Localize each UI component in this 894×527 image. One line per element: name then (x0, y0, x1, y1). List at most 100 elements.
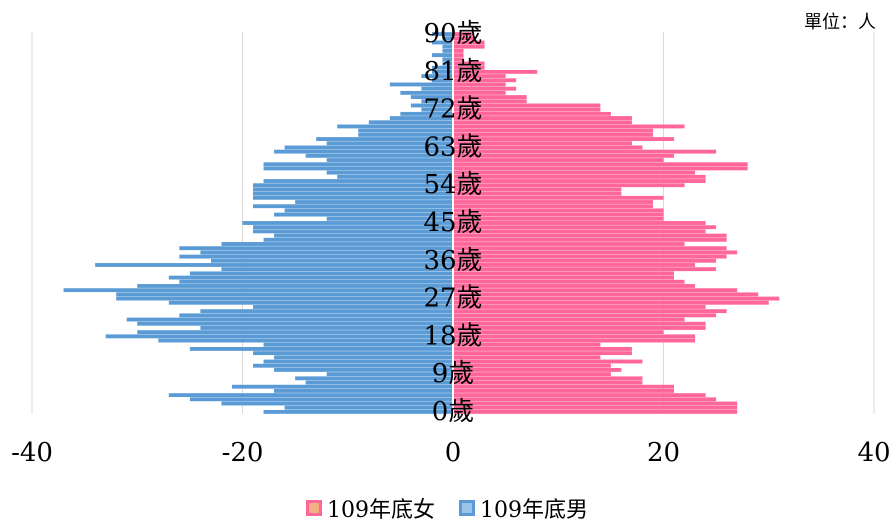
bar-male (263, 166, 453, 171)
bar-male (263, 179, 453, 183)
bar-male (179, 279, 453, 284)
bar-male (168, 275, 453, 280)
legend-swatch-male (459, 500, 475, 516)
bar-female (453, 65, 485, 70)
bar-female (453, 326, 706, 330)
bar-female (453, 275, 675, 280)
bar-male (431, 69, 453, 74)
bar-female (453, 74, 506, 79)
bar-male (189, 397, 453, 402)
bar-male (284, 405, 453, 410)
bar-male (442, 61, 453, 66)
bar-male (253, 191, 453, 196)
bar-female (453, 183, 685, 188)
bar-male (431, 53, 453, 58)
bar-male (168, 300, 453, 305)
age-label: 45歲 (423, 208, 482, 238)
bar-male (431, 32, 453, 37)
bar-male (253, 187, 453, 192)
bar-male (274, 388, 453, 393)
bars (63, 26, 780, 414)
bar-male (295, 200, 453, 204)
bar-female (453, 267, 717, 272)
bar-male (263, 237, 453, 242)
bar-female (453, 187, 622, 192)
bar-female (453, 300, 769, 305)
bar-female (453, 221, 706, 225)
bar-female (453, 32, 475, 37)
bar-male (421, 74, 453, 79)
bar-female (453, 250, 738, 255)
bar-male (358, 128, 453, 133)
bar-male (168, 393, 453, 398)
bar-male (431, 78, 453, 83)
bar-female (453, 174, 706, 179)
legend: 109年底女 109年底男 (0, 492, 894, 524)
bar-female (453, 149, 717, 154)
age-labels: 0歲 9歲 18歲 27歲 36歲 45歲 54歲 63歲 72歲 81歲 90歲 (423, 19, 482, 427)
bar-male (253, 183, 453, 188)
bar-male (200, 309, 453, 314)
bar-male (200, 326, 453, 330)
bar-female (453, 338, 696, 343)
bar-female (453, 128, 653, 133)
bar-female (453, 372, 611, 377)
bar-female (453, 170, 696, 175)
bar-female (453, 124, 685, 129)
bar-male (316, 137, 453, 141)
bar-female (453, 200, 653, 204)
bar-female (453, 271, 675, 276)
bar-male (189, 271, 453, 276)
bar-female (453, 120, 632, 125)
bar-female (453, 36, 475, 41)
bar-female (453, 99, 527, 104)
bar-female (453, 254, 727, 259)
bar-male (305, 380, 453, 385)
bar-female (453, 158, 664, 162)
bar-female (453, 321, 706, 326)
bar-female (453, 216, 664, 221)
bar-male (326, 158, 453, 162)
bar-female (453, 405, 738, 410)
legend-swatch-female (306, 500, 322, 516)
bar-female (453, 82, 506, 87)
bar-female (453, 401, 738, 406)
bar-male (253, 363, 453, 368)
bar-male (105, 334, 454, 339)
bar-female (453, 116, 632, 120)
bar-male (400, 111, 453, 116)
bar-male (431, 40, 453, 45)
bar-male (284, 145, 453, 150)
x-tick-label: 0 (445, 438, 462, 468)
bar-male (126, 317, 453, 322)
bar-female (453, 388, 675, 393)
bar-male (274, 233, 453, 238)
bar-male (358, 132, 453, 137)
bar-male (421, 107, 453, 112)
bar-female (453, 279, 685, 284)
bar-female (453, 409, 738, 414)
bar-male (253, 225, 453, 230)
bar-female (453, 376, 643, 381)
bar-female (453, 53, 464, 58)
bar-male (326, 372, 453, 377)
legend-label-female: 109年底女 (327, 498, 435, 523)
bar-female (453, 359, 643, 364)
bar-female (453, 305, 706, 309)
bar-female (453, 90, 506, 95)
x-axis-tick-labels: -40 -20 0 20 40 (11, 438, 890, 468)
age-label: 54歲 (423, 170, 482, 200)
bar-male (189, 347, 453, 351)
bar-female (453, 145, 643, 150)
x-tick-label: 20 (647, 438, 680, 468)
bar-female (453, 242, 685, 246)
bar-female (453, 225, 717, 230)
age-label: 27歲 (423, 284, 482, 314)
bar-female (453, 153, 675, 158)
bar-male (137, 330, 453, 335)
age-label: 9歲 (432, 359, 475, 389)
bar-male (337, 174, 453, 179)
bar-male (179, 246, 453, 251)
bar-male (431, 65, 453, 70)
age-label: 18歲 (423, 321, 482, 351)
